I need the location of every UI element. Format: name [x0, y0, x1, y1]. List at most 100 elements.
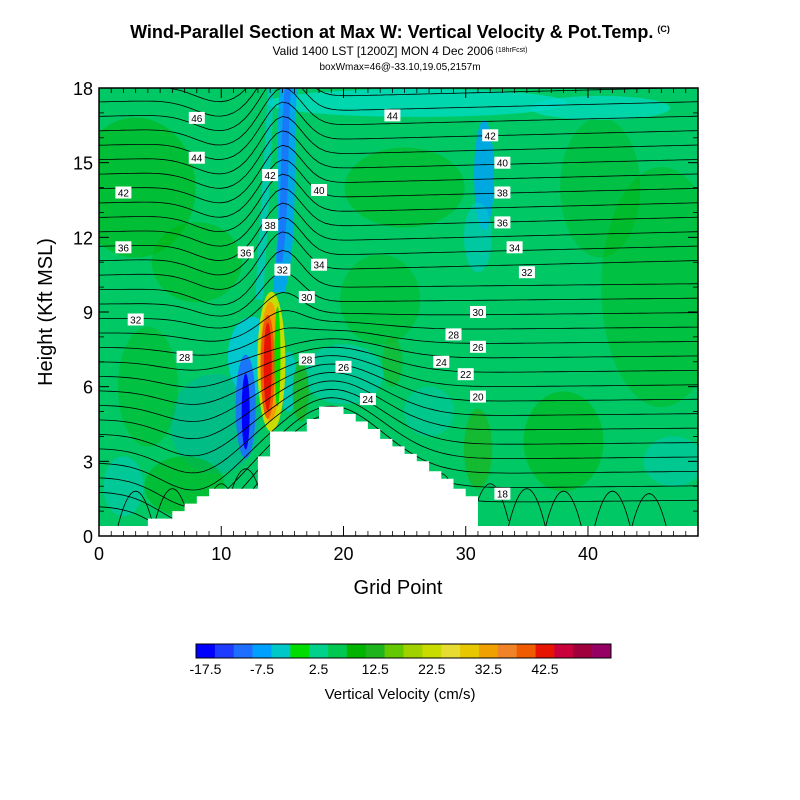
contour-label-text: 32 — [277, 266, 289, 277]
contour-label-bg — [518, 266, 535, 279]
contour-label-text: 42 — [118, 189, 130, 200]
contour-label-bg — [298, 353, 315, 366]
contour-label: 28 — [176, 350, 193, 364]
contour-label: 32 — [518, 266, 535, 279]
contour-label-text: 24 — [362, 395, 374, 406]
contour-label-bg — [494, 156, 511, 169]
contour-label: 32 — [127, 313, 144, 327]
contour-label-bg — [115, 241, 132, 254]
theta-contour — [99, 338, 698, 371]
theta-contour — [99, 388, 698, 474]
theta-contour — [99, 355, 698, 405]
colorbar-swatch — [535, 644, 555, 658]
contour-label: 28 — [298, 353, 315, 366]
contour-label-text: 30 — [301, 293, 313, 304]
theta-contour — [165, 88, 247, 103]
colorbar-swatch — [365, 644, 385, 658]
upper-side-column — [255, 88, 274, 300]
contour-label: 36 — [115, 241, 132, 254]
contour-label-text: 22 — [460, 370, 472, 381]
colorbar-swatch — [252, 644, 272, 658]
contour-label-bg — [470, 306, 486, 318]
theta-contour — [99, 116, 698, 175]
field-region-8 — [266, 88, 567, 117]
colorbar-tick-label: -17.5 — [189, 661, 221, 677]
y-tick-label: 12 — [73, 228, 93, 248]
y-axis-label: Height (Kft MSL) — [35, 238, 57, 386]
colorbar-tick-label: 32.5 — [475, 661, 502, 677]
contour-label-bg — [262, 169, 279, 182]
theta-contour — [99, 159, 698, 218]
colorbar-swatch — [497, 644, 517, 658]
contour-label-text: 36 — [118, 243, 130, 254]
contour-label-bg — [188, 111, 205, 124]
title-main: Wind-Parallel Section at Max W: Vertical… — [130, 22, 654, 42]
y-tick-label: 18 — [73, 79, 93, 99]
valid-time-text: Valid 1400 LST [1200Z] MON 4 Dec 2006 — [272, 44, 494, 58]
contour-label-bg — [237, 246, 254, 259]
theta-contour — [99, 30, 698, 88]
terrain-arc-7 — [544, 491, 583, 529]
contour-label: 36 — [494, 216, 511, 229]
theta-contour — [99, 397, 698, 491]
x-tick-label: 40 — [578, 544, 598, 564]
contour-label-bg — [506, 241, 523, 254]
contour-label-text: 32 — [130, 316, 142, 327]
theta-contour — [99, 173, 698, 233]
contour-label: 36 — [237, 246, 254, 259]
contour-label: 30 — [470, 306, 486, 319]
x-tick-label: 10 — [211, 544, 231, 564]
theta-contour — [99, 202, 698, 261]
theta-contour — [99, 88, 698, 146]
colorbar-tick-label: 12.5 — [362, 661, 389, 677]
theta-contour — [99, 88, 686, 117]
contour-label: 34 — [311, 258, 327, 272]
contour-label: 40 — [494, 156, 511, 170]
colorbar-swatch — [592, 644, 612, 658]
colorbar-swatch — [422, 644, 442, 658]
field-region-7 — [463, 408, 492, 489]
contour-label: 22 — [457, 368, 474, 381]
theta-contour — [99, 327, 698, 356]
contour-label: 44 — [188, 151, 205, 165]
contour-label-text: 40 — [497, 159, 509, 170]
contour-label: 24 — [359, 393, 376, 406]
colorbar-swatch — [290, 644, 310, 658]
contour-label: 30 — [298, 291, 315, 304]
contour-label: 42 — [482, 129, 499, 142]
contour-label-bg — [311, 184, 327, 196]
contour-label: 44 — [384, 109, 401, 122]
contour-label: 42 — [115, 186, 132, 200]
contour-label: 34 — [506, 241, 523, 254]
contour-label-text: 20 — [472, 393, 484, 404]
colorbar: -17.5 -7.5 2.5 12.5 22.5 32.5 42.5 — [189, 643, 612, 677]
theta-contour — [99, 88, 698, 132]
contour-label-bg — [482, 129, 499, 142]
theta-contour — [99, 144, 698, 204]
colorbar-tick-label: -7.5 — [250, 661, 274, 677]
contour-label-bg — [188, 151, 205, 164]
contour-label-text: 28 — [179, 353, 191, 364]
colorbar-frame — [195, 643, 612, 659]
colorbar-swatch — [233, 644, 253, 658]
y-tick-label: 3 — [83, 452, 93, 472]
colorbar-tick-label: 42.5 — [531, 661, 558, 677]
colorbar-swatch — [309, 644, 329, 658]
contour-label-text: 26 — [338, 363, 350, 374]
colorbar-swatch — [403, 644, 423, 658]
contour-label-text: 32 — [521, 268, 533, 279]
contour-label-bg — [457, 368, 474, 381]
colorbar-swatch — [478, 644, 499, 658]
contour-label: 26 — [470, 340, 486, 354]
copyright-mark: (C) — [657, 24, 670, 34]
field-region-9 — [530, 95, 671, 120]
y-tick-label: 9 — [83, 303, 93, 323]
field-region-3 — [340, 254, 421, 345]
contour-label-text: 18 — [497, 490, 509, 501]
contour-label: 20 — [470, 390, 486, 404]
colorbar-swatch — [271, 644, 291, 658]
contour-label-text: 36 — [497, 218, 509, 229]
x-tick-label: 30 — [456, 544, 476, 564]
colorbar-swatch — [573, 644, 593, 658]
